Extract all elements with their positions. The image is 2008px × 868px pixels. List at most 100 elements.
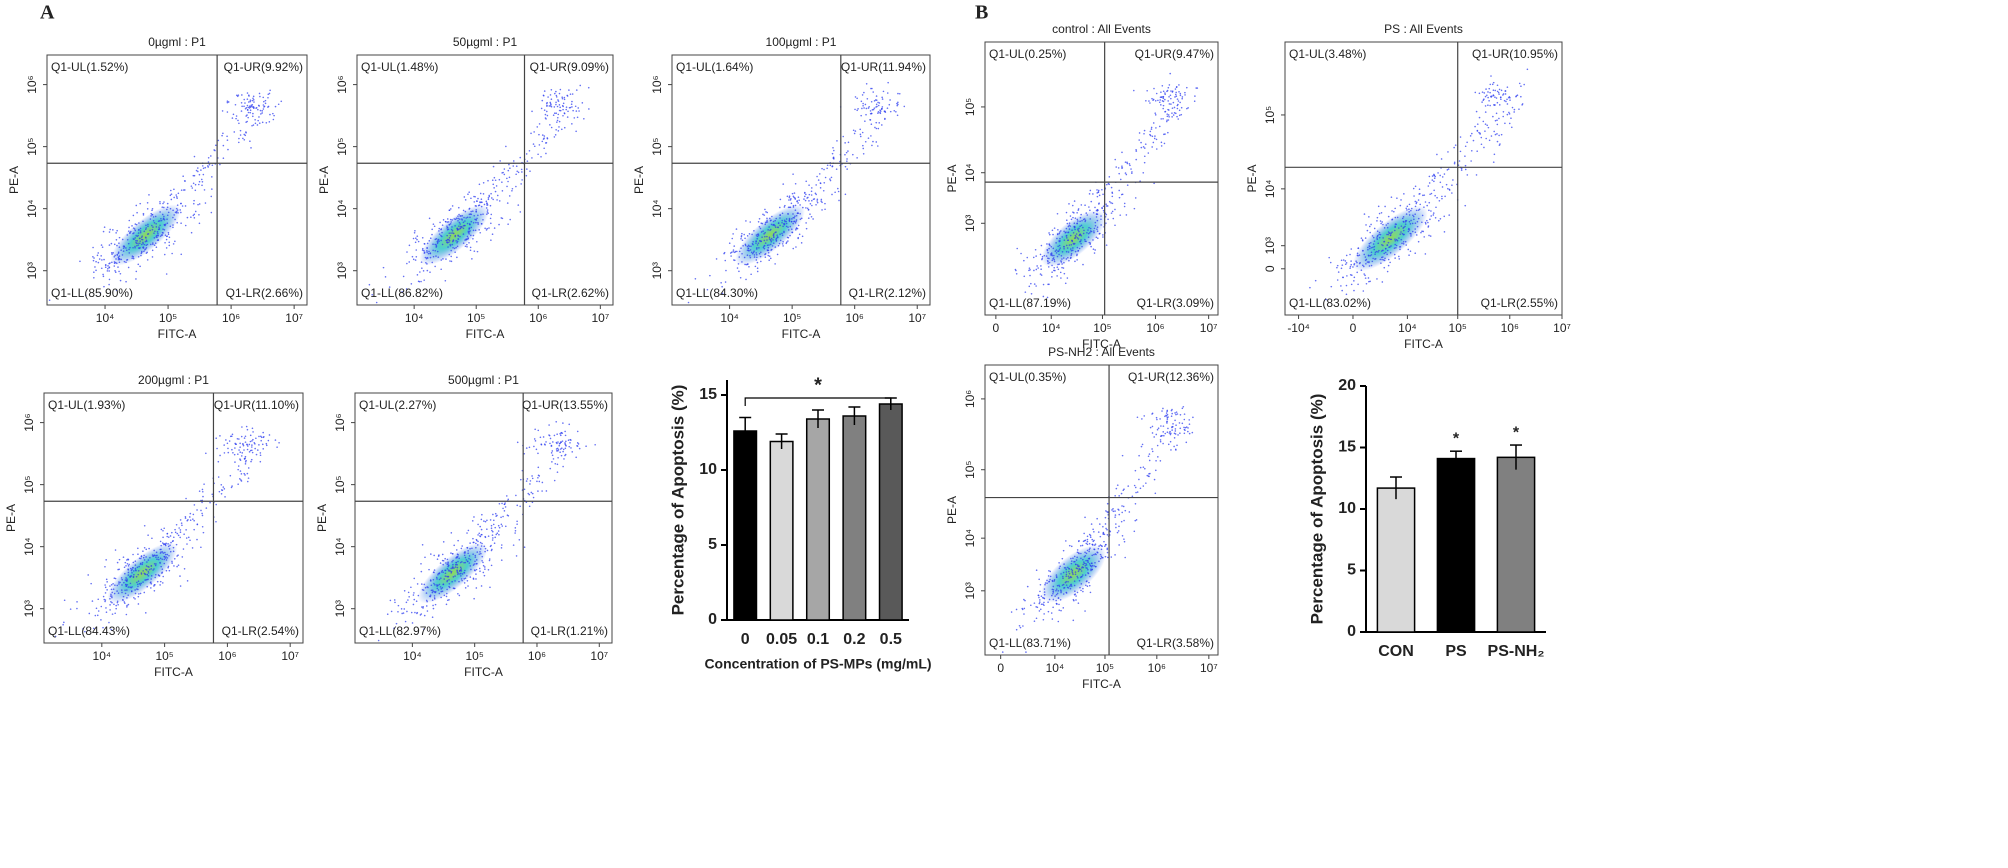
event-dot xyxy=(507,515,510,517)
event-dot xyxy=(62,623,64,626)
event-dot xyxy=(154,584,156,586)
event-dot xyxy=(1179,92,1182,95)
event-dot xyxy=(556,121,558,123)
event-dot xyxy=(1086,540,1089,543)
event-dot xyxy=(416,274,419,276)
event-dot xyxy=(473,201,476,203)
event-dot xyxy=(1175,86,1178,89)
event-dot xyxy=(1082,587,1084,590)
event-dot xyxy=(126,579,128,582)
event-dot xyxy=(240,435,243,438)
event-dot xyxy=(876,145,879,147)
event-dot xyxy=(424,586,427,589)
event-dot xyxy=(169,535,172,537)
event-dot xyxy=(788,195,791,198)
event-dot xyxy=(92,246,94,249)
event-dot xyxy=(758,247,760,249)
event-dot xyxy=(480,201,483,203)
event-dot xyxy=(176,204,179,206)
event-dot xyxy=(750,251,753,254)
event-dot xyxy=(1155,138,1158,141)
event-dot xyxy=(572,109,574,112)
event-dot xyxy=(754,265,757,268)
event-dot xyxy=(194,210,197,213)
event-dot xyxy=(764,208,766,211)
event-dot xyxy=(1398,255,1400,258)
event-dot xyxy=(163,215,165,218)
event-dot xyxy=(442,258,444,260)
event-dot xyxy=(1121,454,1124,457)
event-dot xyxy=(249,109,252,112)
event-dot xyxy=(545,118,547,120)
event-dot xyxy=(1085,552,1088,555)
event-dot xyxy=(114,612,116,615)
event-dot xyxy=(574,105,577,108)
event-dot xyxy=(1111,509,1113,511)
event-dot xyxy=(1085,584,1087,587)
event-dot xyxy=(113,262,116,265)
event-dot xyxy=(444,572,447,575)
event-dot xyxy=(1069,576,1071,579)
event-dot xyxy=(1377,234,1379,237)
event-dot xyxy=(804,199,807,202)
event-dot xyxy=(556,433,558,435)
event-dot xyxy=(1060,609,1062,612)
event-dot xyxy=(452,563,454,566)
event-dot xyxy=(102,595,105,598)
event-dot xyxy=(1484,105,1487,107)
event-dot xyxy=(1093,230,1095,232)
event-dot xyxy=(733,245,736,247)
event-dot xyxy=(200,546,202,549)
event-dot xyxy=(1074,217,1077,219)
event-dot xyxy=(1329,261,1332,264)
event-dot xyxy=(434,584,436,586)
event-dot xyxy=(257,119,259,122)
event-dot xyxy=(472,229,475,232)
event-dot xyxy=(1498,134,1500,137)
event-dot xyxy=(492,183,495,186)
event-dot xyxy=(581,102,584,104)
event-dot xyxy=(1488,139,1491,142)
event-dot xyxy=(494,526,497,529)
event-dot xyxy=(470,568,472,571)
event-dot xyxy=(768,236,771,239)
event-dot xyxy=(769,243,772,246)
event-dot xyxy=(262,431,264,434)
event-dot xyxy=(1095,553,1097,556)
event-dot xyxy=(863,91,865,94)
event-dot xyxy=(743,233,745,236)
event-dot xyxy=(437,256,440,258)
event-dot xyxy=(452,587,455,589)
event-dot xyxy=(1073,222,1076,225)
event-dot xyxy=(1386,233,1388,236)
event-dot xyxy=(1429,218,1431,221)
event-dot xyxy=(1368,216,1370,218)
event-dot xyxy=(1035,268,1038,271)
event-dot xyxy=(515,185,517,188)
event-dot xyxy=(799,212,802,215)
event-dot xyxy=(1076,218,1079,221)
event-dot xyxy=(181,205,184,207)
event-dot xyxy=(1427,185,1430,187)
event-dot xyxy=(790,228,793,230)
event-dot xyxy=(1080,570,1083,572)
event-dot xyxy=(1074,560,1076,563)
event-dot xyxy=(1110,556,1113,558)
event-dot xyxy=(1176,444,1178,447)
event-dot xyxy=(514,527,517,529)
x-tick-label: 0.05 xyxy=(766,631,797,648)
x-tick-label: 10⁷ xyxy=(1553,321,1571,335)
event-dot xyxy=(1093,539,1095,542)
event-dot xyxy=(794,222,797,224)
event-dot xyxy=(502,507,504,510)
event-dot xyxy=(741,232,743,235)
event-dot xyxy=(758,225,761,228)
event-dot xyxy=(113,261,116,263)
event-dot xyxy=(1181,407,1184,410)
event-dot xyxy=(1051,254,1054,257)
event-dot xyxy=(1484,130,1486,132)
event-dot xyxy=(504,525,507,528)
event-dot xyxy=(516,523,518,525)
event-dot xyxy=(430,553,432,555)
event-dot xyxy=(1402,229,1405,232)
